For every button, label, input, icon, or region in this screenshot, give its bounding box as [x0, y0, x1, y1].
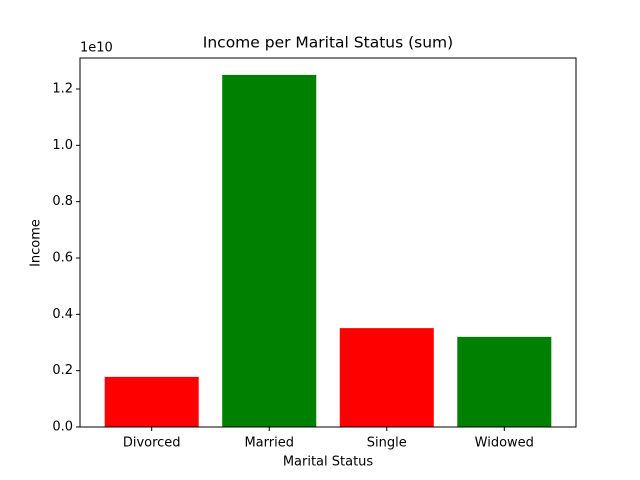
x-tick-label: Married [244, 436, 294, 451]
x-tick-label: Widowed [475, 436, 534, 451]
y-tick-label: 0.4 [52, 307, 73, 322]
y-offset-label: 1e10 [80, 41, 113, 56]
x-tick-label: Single [367, 436, 407, 451]
x-tick-label: Divorced [123, 436, 181, 451]
y-tick-label: 0.8 [52, 194, 73, 209]
plot-frame [79, 57, 577, 428]
y-axis-label: Income [29, 219, 44, 267]
chart-title: Income per Marital Status (sum) [203, 34, 453, 52]
bar [457, 336, 552, 427]
bar [222, 74, 317, 428]
y-tick-label: 0.6 [52, 250, 73, 265]
y-tick-label: 0.0 [52, 420, 73, 435]
x-axis-label: Marital Status [283, 455, 374, 470]
bar [104, 376, 199, 427]
bar [339, 328, 434, 427]
y-tick-label: 0.2 [52, 363, 73, 378]
y-tick-label: 1.2 [52, 81, 73, 96]
y-tick-label: 1.0 [52, 138, 73, 153]
